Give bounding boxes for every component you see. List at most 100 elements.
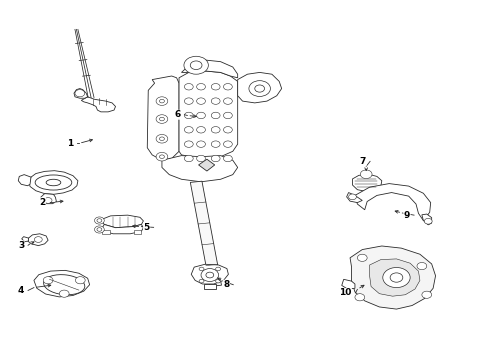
Circle shape <box>348 194 356 200</box>
Polygon shape <box>134 230 142 234</box>
Polygon shape <box>27 234 48 246</box>
Text: 3: 3 <box>18 241 24 250</box>
Circle shape <box>211 112 220 119</box>
Circle shape <box>196 112 205 119</box>
Circle shape <box>199 267 204 271</box>
Circle shape <box>196 141 205 147</box>
Polygon shape <box>162 156 238 182</box>
Circle shape <box>156 134 168 143</box>
Text: 8: 8 <box>223 280 229 289</box>
Polygon shape <box>355 184 431 221</box>
Circle shape <box>156 152 168 161</box>
Polygon shape <box>198 159 215 171</box>
Circle shape <box>95 226 104 233</box>
Polygon shape <box>181 60 238 78</box>
Circle shape <box>97 228 102 231</box>
Circle shape <box>184 127 193 133</box>
Circle shape <box>156 97 168 105</box>
Circle shape <box>223 84 232 90</box>
Circle shape <box>417 262 427 270</box>
Circle shape <box>159 155 164 158</box>
Text: 7: 7 <box>360 157 366 166</box>
Polygon shape <box>81 97 116 112</box>
Circle shape <box>196 84 205 90</box>
Circle shape <box>383 267 410 288</box>
Text: 9: 9 <box>404 211 410 220</box>
Circle shape <box>211 98 220 104</box>
Circle shape <box>216 267 220 271</box>
Circle shape <box>223 98 232 104</box>
Polygon shape <box>190 181 221 286</box>
Polygon shape <box>74 89 88 98</box>
Text: 5: 5 <box>144 223 150 232</box>
Text: 4: 4 <box>18 286 24 295</box>
Circle shape <box>360 170 372 179</box>
Circle shape <box>211 155 220 162</box>
Circle shape <box>206 272 214 278</box>
Circle shape <box>196 155 205 162</box>
Polygon shape <box>350 246 436 309</box>
Ellipse shape <box>44 275 85 295</box>
Circle shape <box>196 98 205 104</box>
Circle shape <box>211 141 220 147</box>
Circle shape <box>223 155 232 162</box>
Circle shape <box>223 141 232 147</box>
Circle shape <box>59 290 69 297</box>
Circle shape <box>184 141 193 147</box>
Text: 1: 1 <box>67 139 73 148</box>
Polygon shape <box>102 225 144 234</box>
Circle shape <box>211 127 220 133</box>
Polygon shape <box>352 174 382 192</box>
Text: 6: 6 <box>174 110 180 119</box>
Circle shape <box>422 291 432 298</box>
Circle shape <box>211 84 220 90</box>
Polygon shape <box>342 279 355 289</box>
Polygon shape <box>422 214 432 225</box>
Polygon shape <box>29 171 78 194</box>
Circle shape <box>223 127 232 133</box>
Polygon shape <box>22 237 28 242</box>
Circle shape <box>390 273 403 282</box>
Circle shape <box>184 112 193 119</box>
Polygon shape <box>191 264 228 284</box>
Circle shape <box>44 198 52 203</box>
Text: 2: 2 <box>39 198 46 207</box>
Polygon shape <box>346 193 362 203</box>
Circle shape <box>75 276 85 284</box>
Circle shape <box>159 137 164 140</box>
Polygon shape <box>41 194 56 204</box>
Circle shape <box>357 254 367 261</box>
Circle shape <box>159 117 164 121</box>
Ellipse shape <box>35 175 72 190</box>
Circle shape <box>184 56 208 74</box>
Polygon shape <box>18 175 31 186</box>
Circle shape <box>43 276 53 284</box>
Circle shape <box>184 84 193 90</box>
Circle shape <box>196 127 205 133</box>
Circle shape <box>95 217 104 224</box>
Polygon shape <box>102 230 110 234</box>
Circle shape <box>190 61 202 69</box>
Circle shape <box>156 115 168 123</box>
Polygon shape <box>147 76 179 160</box>
Ellipse shape <box>46 179 61 186</box>
Text: 10: 10 <box>339 288 351 297</box>
Circle shape <box>159 99 164 103</box>
Circle shape <box>424 219 432 224</box>
Polygon shape <box>369 259 420 296</box>
Circle shape <box>184 155 193 162</box>
Polygon shape <box>34 270 90 297</box>
Circle shape <box>97 219 102 222</box>
Polygon shape <box>238 72 282 103</box>
Circle shape <box>216 279 220 283</box>
Circle shape <box>184 98 193 104</box>
Circle shape <box>199 279 204 283</box>
Polygon shape <box>179 71 238 158</box>
Circle shape <box>34 237 42 242</box>
Circle shape <box>201 269 219 282</box>
Circle shape <box>355 294 365 301</box>
Circle shape <box>249 81 270 96</box>
Circle shape <box>255 85 265 92</box>
Polygon shape <box>102 215 144 228</box>
Circle shape <box>223 112 232 119</box>
